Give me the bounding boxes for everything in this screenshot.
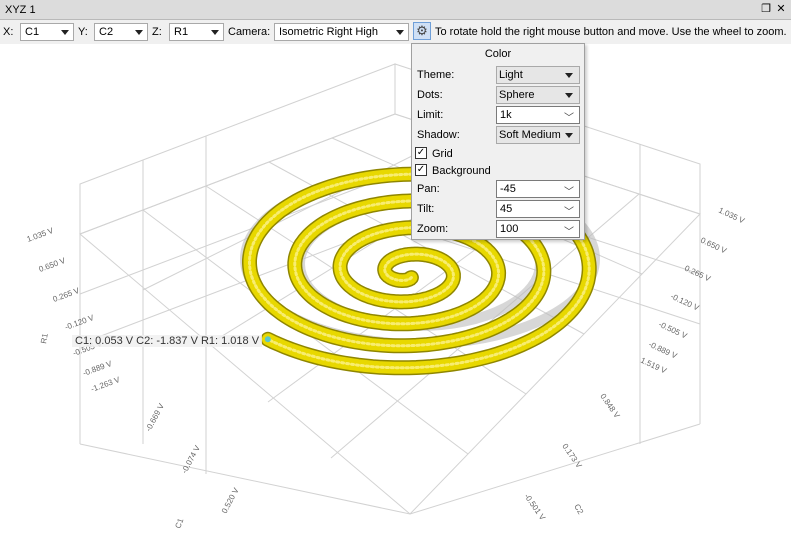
- z-tick-label-right: -0.889 V: [647, 340, 679, 361]
- zoom-input[interactable]: 100 ﹀: [496, 220, 580, 238]
- chevron-down-icon: [565, 93, 573, 98]
- chevron-down-icon: ﹀: [564, 187, 574, 198]
- dots-select[interactable]: Sphere: [496, 86, 580, 104]
- theme-select[interactable]: Light: [496, 66, 580, 84]
- limit-label: Limit:: [417, 109, 444, 121]
- toolbar: X: C1 Y: C2 Z: R1 Camera: Isometric Righ…: [0, 20, 791, 44]
- pan-input[interactable]: -45 ﹀: [496, 180, 580, 198]
- theme-label: Theme:: [417, 69, 455, 81]
- y-select-value: C2: [99, 26, 114, 38]
- xyz-plot[interactable]: 1.035 V 0.650 V 0.265 V -0.120 V -0.505 V -0.…: [0, 44, 791, 539]
- z-tick-label-right: 1.035 V: [717, 206, 746, 226]
- z-tick-label-left: 1.035 V: [26, 226, 56, 244]
- background-checkbox[interactable]: ✓: [415, 164, 427, 176]
- c1-tick-label: -0.669 V: [144, 401, 166, 433]
- y-select[interactable]: C2: [94, 23, 148, 41]
- chevron-down-icon: [211, 30, 219, 35]
- grid-checkbox-label: Grid: [432, 148, 453, 160]
- cursor-marker: [264, 336, 271, 343]
- tilt-label: Tilt:: [417, 203, 435, 215]
- grid-lines: [79, 63, 701, 515]
- y-label: Y:: [78, 26, 88, 38]
- shadow-select[interactable]: Soft Medium: [496, 126, 580, 144]
- limit-input[interactable]: 1k ﹀: [496, 106, 580, 124]
- pan-label: Pan:: [417, 183, 440, 195]
- chevron-down-icon: [135, 30, 143, 35]
- cursor-readout: C1: 0.053 V C2: -1.837 V R1: 1.018 V: [72, 335, 263, 347]
- c2-axis-label: C2: [572, 503, 585, 517]
- camera-label: Camera:: [228, 26, 271, 38]
- zoom-input-value: 100: [500, 223, 519, 235]
- c2-tick-label: 0.848 V: [598, 392, 622, 420]
- z-tick-label-right: 0.265 V: [683, 264, 712, 284]
- dots-label: Dots:: [417, 89, 443, 101]
- z-tick-label-left: 0.265 V: [52, 286, 82, 304]
- panel-heading: Color: [484, 48, 512, 60]
- window-title: XYZ 1: [5, 4, 36, 16]
- z-tick-label-right: 0.650 V: [699, 236, 728, 256]
- r1-axis-label: R1: [39, 332, 50, 344]
- chevron-down-icon: ﹀: [564, 227, 574, 238]
- limit-input-value: 1k: [500, 109, 512, 121]
- z-tick-label-left: 0.650 V: [38, 256, 68, 274]
- background-checkbox-label: Background: [432, 165, 491, 177]
- check-icon: ✓: [416, 164, 426, 175]
- spiral-highlight: [248, 172, 591, 370]
- plot-canvas: 1.035 V0.650 V0.265 V-0.120 V-0.505 V-0.…: [26, 63, 747, 530]
- x-select-value: C1: [25, 26, 40, 38]
- pan-input-value: -45: [500, 183, 516, 195]
- chevron-down-icon: [396, 30, 404, 35]
- tilt-input[interactable]: 45 ﹀: [496, 200, 580, 218]
- chevron-down-icon: [565, 73, 573, 78]
- spiral-curve: [242, 166, 597, 376]
- x-label: X:: [3, 26, 14, 38]
- z-tick-label-right: -0.120 V: [669, 292, 701, 313]
- shadow-select-value: Soft Medium: [499, 129, 561, 141]
- theme-select-value: Light: [499, 69, 523, 81]
- check-icon: ✓: [416, 147, 426, 158]
- z-tick-label-left: -1.263 V: [90, 375, 122, 394]
- chevron-down-icon: [61, 30, 69, 35]
- z-label: Z:: [152, 26, 162, 38]
- z-select-value: R1: [174, 26, 189, 38]
- c1-axis-label: C1: [173, 516, 185, 529]
- zoom-label: Zoom:: [417, 223, 449, 235]
- c1-tick-label: -0.074 V: [180, 443, 202, 475]
- restore-icon[interactable]: ❐: [761, 3, 771, 15]
- shadow-label: Shadow:: [417, 129, 460, 141]
- x-select[interactable]: C1: [20, 23, 74, 41]
- settings-button[interactable]: ⚙: [413, 22, 431, 40]
- z-tick-label-right: 1.519 V: [639, 356, 668, 376]
- tilt-input-value: 45: [500, 203, 513, 215]
- chevron-down-icon: ﹀: [564, 113, 574, 124]
- dots-select-value: Sphere: [499, 89, 535, 101]
- window-titlebar: XYZ 1 ❐ ✕: [0, 0, 791, 20]
- grid-checkbox[interactable]: ✓: [415, 147, 427, 159]
- c1-tick-label: 0.520 V: [220, 486, 241, 515]
- rotate-hint: To rotate hold the right mouse button an…: [435, 26, 787, 38]
- z-select[interactable]: R1: [169, 23, 224, 41]
- z-tick-label-left: -0.889 V: [82, 359, 114, 378]
- camera-select-value: Isometric Right High: [279, 26, 379, 38]
- z-tick-label-right: -0.505 V: [657, 320, 689, 341]
- c2-tick-label: -0.501 V: [522, 492, 547, 522]
- camera-select[interactable]: Isometric Right High: [274, 23, 409, 41]
- gear-icon: ⚙: [416, 23, 428, 38]
- chevron-down-icon: [565, 133, 573, 138]
- settings-panel: Color Theme: Light Dots: Sphere Limit: 1…: [411, 43, 585, 240]
- chevron-down-icon: ﹀: [564, 207, 574, 218]
- close-icon[interactable]: ✕: [776, 3, 786, 15]
